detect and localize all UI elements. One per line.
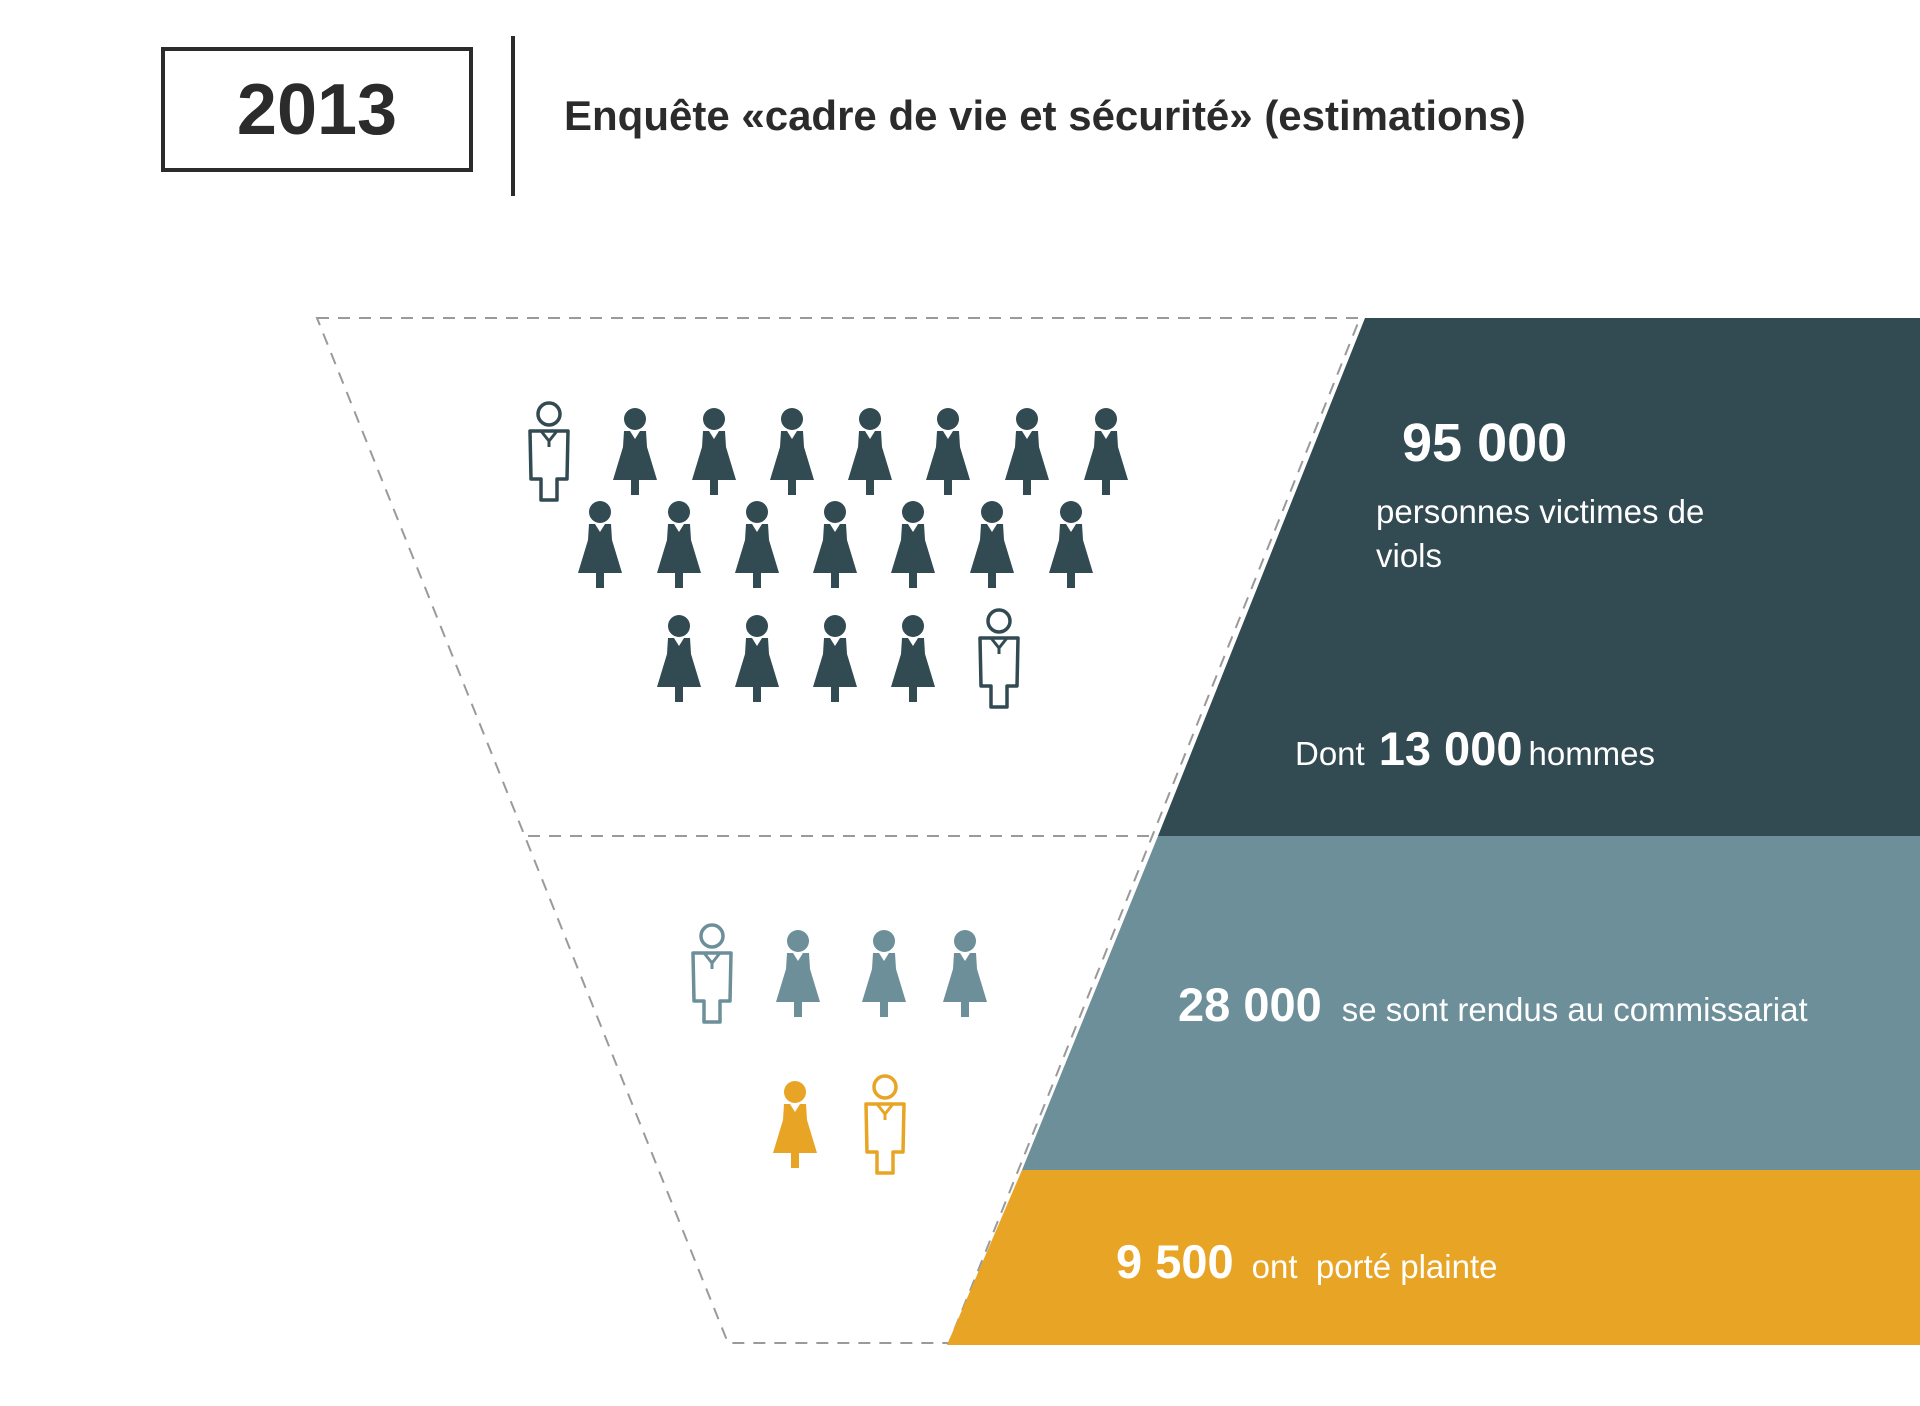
people-icons (528, 401, 1128, 1175)
police-label: se sont rendus au commissariat (1341, 991, 1808, 1028)
band-victims (1158, 318, 1920, 836)
woman-icon (657, 615, 701, 702)
woman-icon (813, 615, 857, 702)
complaint-number: 9 500 (1116, 1235, 1234, 1288)
men-number: 13 000 (1378, 722, 1523, 775)
victims-number: 95 000 (1402, 413, 1568, 473)
complaint-line: 9 500 ont porté plainte (1116, 1238, 1497, 1285)
woman-icon (848, 408, 892, 495)
woman-icon (891, 615, 935, 702)
men-suffix: hommes (1528, 735, 1656, 772)
woman-icon (1049, 501, 1093, 588)
woman-icon (613, 408, 657, 495)
woman-icon (862, 930, 906, 1017)
header-divider (511, 36, 515, 196)
woman-icon (813, 501, 857, 588)
woman-icon (891, 501, 935, 588)
woman-icon (1084, 408, 1128, 495)
woman-icon (578, 501, 622, 588)
woman-icon (970, 501, 1014, 588)
police-number: 28 000 (1178, 978, 1322, 1031)
page-title: Enquête «cadre de vie et sécurité» (esti… (564, 92, 1526, 139)
man-icon (978, 608, 1020, 709)
woman-icon (926, 408, 970, 495)
woman-icon (776, 930, 820, 1017)
man-icon (528, 401, 570, 502)
woman-icon (735, 615, 779, 702)
woman-icon (770, 408, 814, 495)
man-icon (864, 1074, 906, 1175)
woman-icon (735, 501, 779, 588)
year-label: 2013 (236, 69, 398, 150)
band-police (1022, 836, 1920, 1170)
woman-icon (692, 408, 736, 495)
woman-icon (773, 1081, 817, 1168)
woman-icon (943, 930, 987, 1017)
men-count-line: Dont 13 000 hommes (1295, 725, 1655, 772)
victims-label: personnes victimes de viols (1376, 493, 1705, 574)
men-prefix: Dont (1295, 735, 1365, 772)
woman-icon (657, 501, 701, 588)
man-icon (691, 923, 733, 1024)
band-complaint (947, 1170, 1920, 1345)
complaint-label: ont porté plainte (1251, 1248, 1498, 1285)
woman-icon (1005, 408, 1049, 495)
police-line: 28 000 se sont rendus au commissariat (1178, 981, 1808, 1028)
year-box: 2013 (161, 47, 473, 172)
